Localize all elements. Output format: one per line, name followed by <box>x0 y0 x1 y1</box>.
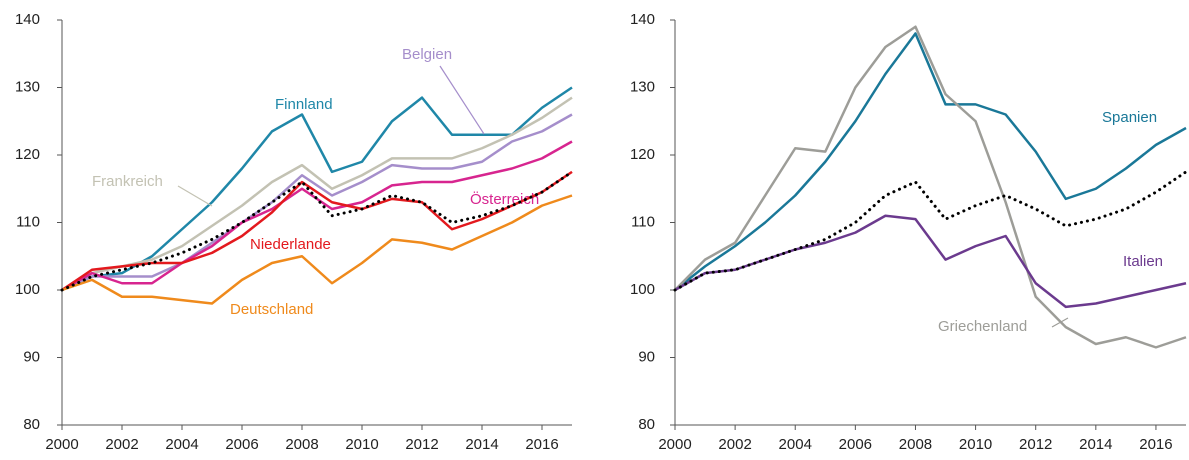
y-tick-label: 110 <box>631 213 655 230</box>
x-tick-label: 2006 <box>839 436 872 453</box>
leader-line <box>439 65 485 135</box>
y-tick-label: 130 <box>15 78 40 95</box>
x-tick-label: 2004 <box>779 436 812 453</box>
series-line <box>61 140 573 292</box>
y-tick-label: 140 <box>15 11 40 28</box>
x-tick-label: 2010 <box>959 436 992 453</box>
y-tick-label: 100 <box>630 281 655 298</box>
x-tick-label: 2014 <box>465 436 498 453</box>
x-tick-label: 2000 <box>658 436 691 453</box>
x-tick-label: 2002 <box>718 436 751 453</box>
y-tick-label: 100 <box>15 281 40 298</box>
x-tick-label: 2002 <box>105 436 138 453</box>
series-label: Deutschland <box>230 301 313 318</box>
series-line <box>673 170 1188 292</box>
leader-line <box>1051 317 1069 328</box>
y-tick-label: 90 <box>23 348 40 365</box>
y-tick-label: 130 <box>630 78 655 95</box>
y-tick-label: 120 <box>15 146 40 163</box>
y-tick-label: 110 <box>16 213 40 230</box>
series-label: Niederlande <box>250 236 331 253</box>
series-line <box>61 194 573 305</box>
series-label: Belgien <box>402 46 452 63</box>
chart: 80 90 100 110 120 130 140 2000 2002 2004 2006 2008 2… <box>630 11 1188 453</box>
x-tick-label: 2014 <box>1079 436 1112 453</box>
y-tick-label: 80 <box>23 416 40 433</box>
series-label: Spanien <box>1102 109 1157 126</box>
series-label: Griechenland <box>938 318 1027 335</box>
x-tick-label: 2004 <box>165 436 198 453</box>
series-label: Italien <box>1123 253 1163 270</box>
x-tick-label: 2006 <box>225 436 258 453</box>
x-tick-label: 2012 <box>405 436 438 453</box>
series-line <box>674 25 1187 349</box>
y-tick-label: 80 <box>638 416 655 433</box>
chart: 80 90 100 110 120 130 140 2000 2002 2004 2006 2008 2… <box>15 11 574 453</box>
x-tick-label: 2010 <box>345 436 378 453</box>
series-line <box>61 96 573 292</box>
y-tick-label: 120 <box>630 146 655 163</box>
series-label: Frankreich <box>92 173 163 190</box>
series-label: Österreich <box>470 190 539 208</box>
y-tick-label: 90 <box>638 348 655 365</box>
x-tick-label: 2016 <box>1139 436 1172 453</box>
x-tick-label: 2008 <box>899 436 932 453</box>
x-tick-label: 2016 <box>525 436 558 453</box>
x-tick-label: 2000 <box>45 436 78 453</box>
x-tick-label: 2012 <box>1019 436 1052 453</box>
series-line <box>61 170 573 292</box>
y-tick-label: 140 <box>630 11 655 28</box>
series-line <box>674 32 1187 291</box>
series-line <box>61 113 573 292</box>
leader-line <box>177 185 213 207</box>
x-tick-label: 2008 <box>285 436 318 453</box>
series-label: Finnland <box>275 96 333 113</box>
series-line <box>61 86 573 292</box>
series-line <box>674 214 1187 309</box>
